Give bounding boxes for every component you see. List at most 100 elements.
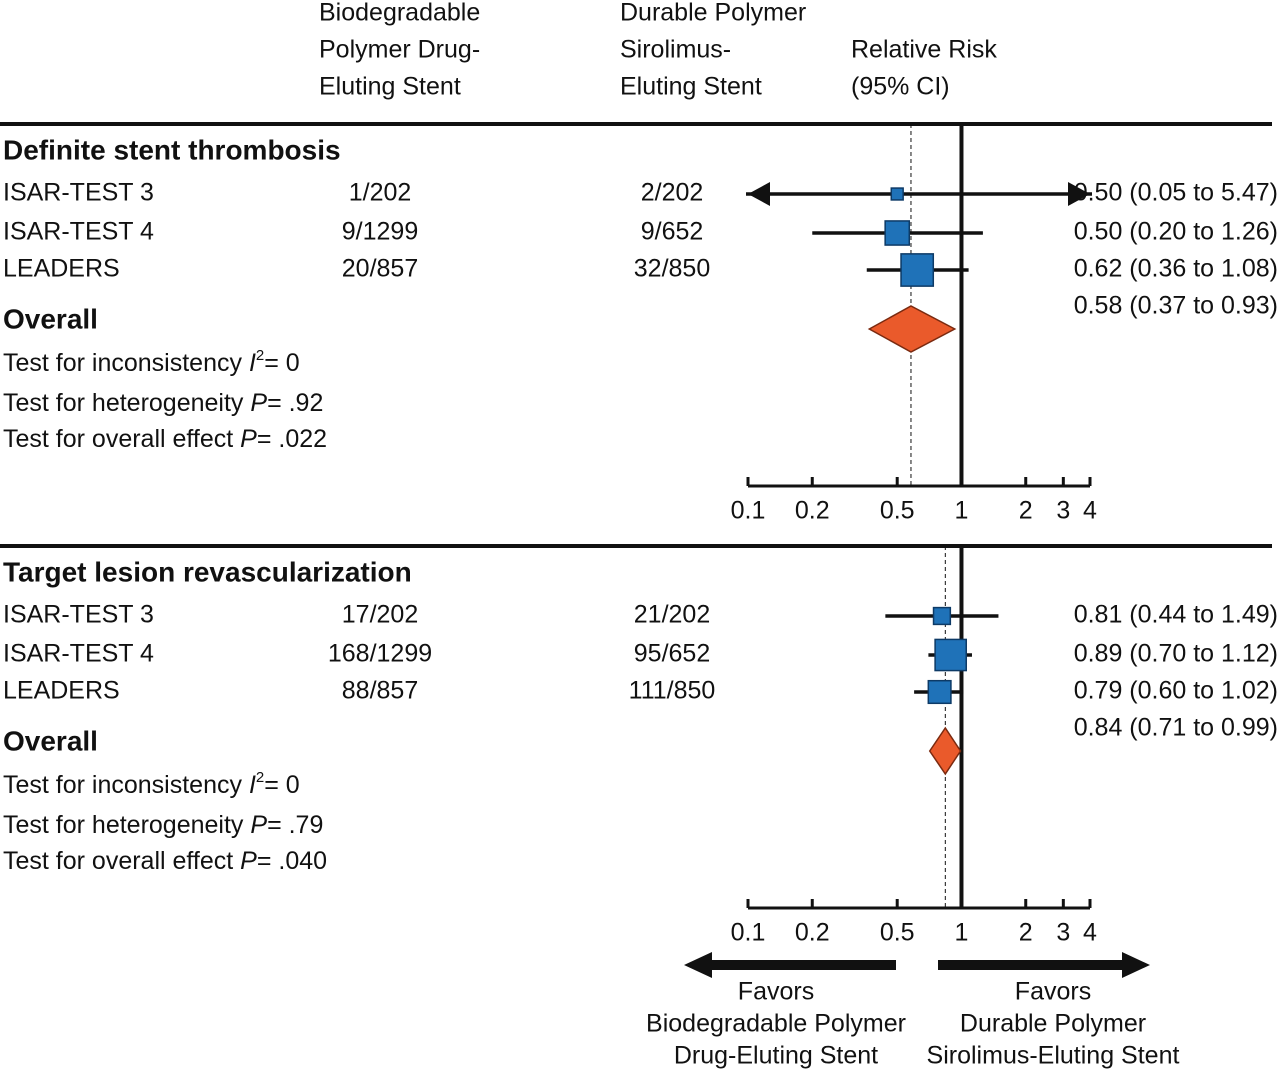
stat-symbol: P [240,847,257,875]
group1-events: 9/1299 [342,218,418,246]
stat-line: Test for overall effect P= .022 [3,425,327,453]
x-tick-label: 4 [1083,919,1097,947]
stat-superscript: 2 [256,769,264,786]
column-header: Durable Polymer [620,0,806,27]
stat-symbol: I [249,771,256,799]
group2-events: 32/850 [634,255,710,283]
x-tick-label: 1 [955,919,969,947]
x-tick-label: 4 [1083,497,1097,525]
group2-events: 21/202 [634,601,710,629]
stat-symbol: P [250,389,267,417]
stat-text: = 0 [264,349,299,377]
x-tick-label: 0.5 [880,497,915,525]
x-tick-label: 0.2 [795,497,830,525]
study-marker [932,606,952,626]
favors-arrow-right [938,952,1150,978]
favors-arrow-left [684,952,896,978]
column-header: Biodegradable [319,0,480,27]
stat-label: Test for overall effect [3,425,233,453]
stat-symbol: P [250,811,267,839]
overall-diamond [867,305,957,353]
group2-events: 95/652 [634,640,710,668]
x-tick-label: 3 [1056,497,1070,525]
x-tick-label: 2 [1019,497,1033,525]
spacer [243,811,250,839]
group2-events: 9/652 [641,218,704,246]
value-label: 0.79 (0.60 to 1.02) [1074,677,1278,705]
study-marker [890,187,904,201]
spacer [242,771,249,799]
overall-value-label: 0.84 (0.71 to 0.99) [1074,714,1278,742]
ci-arrow [748,182,770,206]
stat-label: Test for heterogeneity [3,389,244,417]
overall-diamond [928,726,962,776]
stat-label: Test for overall effect [3,847,233,875]
favors-label: Biodegradable Polymer [646,1010,906,1038]
column-header: Polymer Drug- [319,36,480,64]
group2-events: 2/202 [641,179,704,207]
study-marker [934,638,967,672]
group1-events: 88/857 [342,677,418,705]
study-marker [927,679,952,705]
study-name: ISAR-TEST 4 [3,640,154,668]
column-header: Relative Risk [851,36,997,64]
value-label: 0.50 (0.20 to 1.26) [1074,218,1278,246]
study-name: LEADERS [3,255,120,283]
column-header: Eluting Stent [620,73,762,101]
column-header: (95% CI) [851,73,950,101]
section-title: Definite stent thrombosis [3,134,341,165]
spacer [233,847,240,875]
favors-label: Sirolimus-Eluting Stent [927,1042,1180,1070]
stat-symbol: P [240,425,257,453]
x-tick-label: 1 [955,497,969,525]
stat-symbol: I [249,349,256,377]
stat-line: Test for inconsistency I2= 0 [3,769,300,799]
favors-label: Drug-Eluting Stent [674,1042,878,1070]
group1-events: 17/202 [342,601,418,629]
spacer [233,425,240,453]
x-tick-label: 0.1 [731,497,766,525]
favors-label: Durable Polymer [960,1010,1146,1038]
column-header: Eluting Stent [319,73,461,101]
stat-line: Test for heterogeneity P= .92 [3,389,323,417]
stat-text: = .040 [257,847,327,875]
group2-events: 111/850 [629,677,716,705]
stat-line: Test for overall effect P= .040 [3,847,327,875]
x-tick-label: 3 [1056,919,1070,947]
overall-value-label: 0.58 (0.37 to 0.93) [1074,292,1278,320]
spacer [243,389,250,417]
x-tick-label: 0.2 [795,919,830,947]
stat-text: = .022 [257,425,327,453]
x-tick-label: 2 [1019,919,1033,947]
spacer [242,349,249,377]
value-label: 0.50 (0.05 to 5.47) [1074,179,1278,207]
study-name: ISAR-TEST 4 [3,218,154,246]
value-label: 0.89 (0.70 to 1.12) [1074,640,1278,668]
column-header: Sirolimus- [620,36,731,64]
group1-events: 1/202 [349,179,412,207]
x-tick-label: 0.1 [731,919,766,947]
study-marker [900,253,935,287]
stat-text: = .79 [267,811,323,839]
stat-label: Test for inconsistency [3,349,242,377]
overall-title: Overall [3,303,98,334]
group1-events: 20/857 [342,255,418,283]
study-name: LEADERS [3,677,120,705]
section-title: Target lesion revascularization [3,556,412,587]
study-name: ISAR-TEST 3 [3,179,154,207]
favors-label: Favors [1015,978,1091,1006]
stat-line: Test for inconsistency I2= 0 [3,347,300,377]
stat-line: Test for heterogeneity P= .79 [3,811,323,839]
study-marker [884,220,911,246]
stat-text: = 0 [264,771,299,799]
study-name: ISAR-TEST 3 [3,601,154,629]
stat-superscript: 2 [256,347,264,364]
stat-label: Test for inconsistency [3,771,242,799]
group1-events: 168/1299 [328,640,432,668]
overall-title: Overall [3,725,98,756]
x-tick-label: 0.5 [880,919,915,947]
value-label: 0.62 (0.36 to 1.08) [1074,255,1278,283]
ci-arrow [1068,182,1090,206]
favors-label: Favors [738,978,814,1006]
